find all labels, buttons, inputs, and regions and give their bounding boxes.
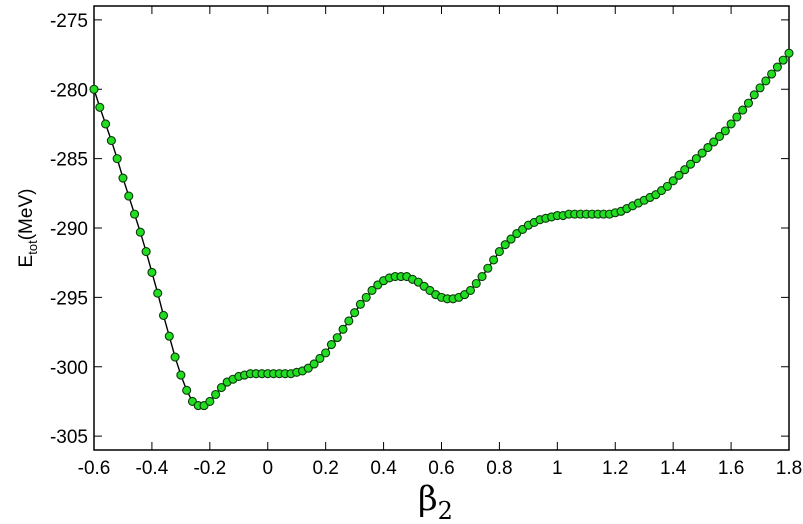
data-point [158,310,169,320]
x-tick-label: 0.2 [312,458,338,479]
plot-area [93,5,790,451]
data-markers [89,48,794,411]
data-point [767,69,777,79]
data-point [477,272,487,282]
y-tick-label: -285 [50,150,88,171]
data-point [703,142,713,153]
data-point [176,370,186,380]
y-tick-label: -280 [50,80,88,101]
data-point [326,339,337,350]
data-point [182,385,192,395]
x-tick-label: 0.4 [370,458,397,479]
data-point [506,234,516,244]
x-tick-label: 0.8 [486,458,512,479]
x-tick-label: 1.6 [718,458,744,479]
data-point [361,292,371,302]
data-point [211,389,221,400]
data-point [761,76,771,86]
data-point [355,299,365,309]
data-point [95,102,105,112]
data-point [471,278,481,289]
data-point [315,353,325,363]
data-point [135,227,145,237]
data-point [338,324,348,334]
data-point [680,165,690,175]
data-point [170,352,180,362]
data-point [205,396,215,406]
x-tick-label: 0.6 [428,458,454,479]
x-tick-label: -0.6 [78,458,111,479]
data-point [743,98,754,108]
data-point [494,247,504,257]
data-point [755,83,765,93]
data-point [691,154,701,164]
data-point [141,247,151,257]
y-axis-ticks: -305 -300 -295 -290 -285 -280 -275 [50,11,789,448]
x-tick-label: 1.8 [776,458,802,479]
data-point [332,333,342,343]
data-point [778,55,788,65]
x-tick-label: -0.4 [136,458,169,479]
data-point [465,285,476,295]
y-tick-label: -295 [50,288,88,309]
y-tick-label: -305 [50,427,88,448]
x-tick-label: 1.4 [660,458,687,479]
data-point [726,119,736,129]
data-point [674,170,684,180]
data-point [112,154,122,164]
data-point [118,173,128,183]
data-point [732,112,742,122]
data-point [153,288,163,298]
x-tick-label: 0 [262,458,273,479]
y-tick-label: -275 [50,11,88,32]
data-point [489,255,499,265]
data-point [749,90,759,100]
data-point [738,105,748,115]
data-point [350,308,360,318]
data-point [344,316,354,326]
x-axis-label: β2 [418,479,453,524]
data-point [101,119,111,129]
data-point [772,62,782,72]
data-point [720,126,730,136]
data-point [784,48,794,58]
data-point [129,209,140,219]
x-tick-label: -0.2 [193,458,226,479]
x-tick-label: 1 [552,458,563,479]
data-point [147,267,157,277]
y-tick-label: -300 [50,358,88,379]
data-point [367,285,377,295]
data-point [309,359,319,369]
data-point [216,383,226,393]
data-point [697,148,707,158]
y-axis-label: Etot(MeV) [16,189,40,268]
data-point [662,181,672,191]
data-point [106,136,116,146]
data-point [89,84,99,94]
data-point [714,131,725,141]
x-axis-ticks: -0.6 -0.4 -0.2 0 0.2 0.4 0.6 0.8 1 1.2 1.4 1.6 1.8 [78,6,802,479]
data-point [668,176,678,186]
data-point [685,159,696,169]
data-point [124,191,134,201]
y-tick-label: -290 [50,219,88,240]
data-point [164,331,174,341]
data-point [709,137,719,147]
data-point [321,348,331,358]
x-tick-label: 1.2 [602,458,628,479]
data-point [483,263,493,273]
data-point [500,240,510,250]
